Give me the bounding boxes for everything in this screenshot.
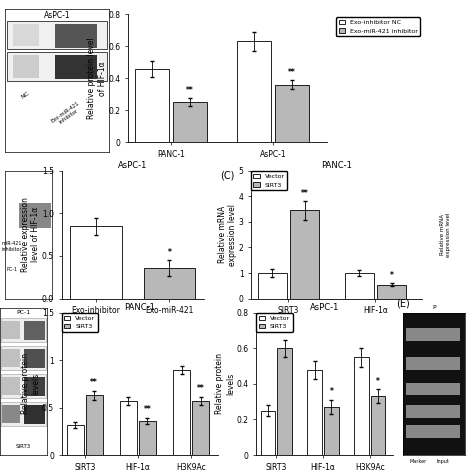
Bar bbox=[290, 210, 319, 299]
Text: PC-1: PC-1 bbox=[6, 266, 18, 272]
Bar bbox=[307, 370, 322, 455]
Bar bbox=[192, 401, 209, 455]
Bar bbox=[173, 102, 207, 142]
Text: miR-421
inhibitor: miR-421 inhibitor bbox=[1, 241, 22, 252]
Bar bbox=[139, 421, 156, 455]
Text: (C): (C) bbox=[220, 171, 235, 181]
Legend: Vector, SIRT3: Vector, SIRT3 bbox=[62, 313, 98, 332]
Bar bbox=[1, 374, 46, 398]
Bar bbox=[2, 349, 20, 367]
Text: PC-1: PC-1 bbox=[17, 310, 31, 315]
Text: Marker: Marker bbox=[410, 459, 427, 465]
Bar bbox=[1, 319, 46, 342]
Legend: Vector, SIRT3: Vector, SIRT3 bbox=[251, 171, 287, 190]
Bar bbox=[1, 346, 46, 370]
Y-axis label: Relative expression
level of HIF-1α: Relative expression level of HIF-1α bbox=[21, 197, 40, 272]
Bar bbox=[144, 268, 195, 299]
Title: PANC-1: PANC-1 bbox=[124, 303, 155, 312]
Y-axis label: Relative protein level
of HIF-1α: Relative protein level of HIF-1α bbox=[87, 37, 107, 119]
Bar bbox=[406, 357, 460, 370]
Text: NC: NC bbox=[20, 91, 31, 100]
Text: *: * bbox=[376, 377, 380, 386]
Bar bbox=[377, 284, 406, 299]
Bar bbox=[324, 407, 339, 455]
Text: SIRT3: SIRT3 bbox=[16, 444, 31, 449]
Legend: Exo-inhibitor NC, Exo-miR-421 inhibitor: Exo-inhibitor NC, Exo-miR-421 inhibitor bbox=[336, 18, 420, 36]
Bar bbox=[24, 349, 45, 368]
Bar bbox=[86, 395, 103, 455]
Bar bbox=[371, 396, 385, 455]
Text: **: ** bbox=[288, 68, 296, 77]
Bar bbox=[345, 273, 374, 299]
Bar bbox=[55, 55, 97, 79]
Legend: Vector, SIRT3: Vector, SIRT3 bbox=[256, 313, 293, 332]
Bar bbox=[2, 405, 20, 423]
Y-axis label: Relative protein
levels: Relative protein levels bbox=[21, 354, 40, 414]
Text: **: ** bbox=[91, 378, 98, 387]
Text: *: * bbox=[167, 248, 172, 257]
Text: **: ** bbox=[144, 405, 151, 414]
Bar bbox=[136, 69, 169, 142]
Bar bbox=[406, 425, 460, 438]
Bar bbox=[2, 377, 20, 395]
Bar bbox=[13, 55, 39, 78]
Y-axis label: Relative mRNA
expression level: Relative mRNA expression level bbox=[218, 204, 237, 265]
Text: **: ** bbox=[197, 384, 204, 393]
Bar bbox=[261, 410, 275, 455]
Bar bbox=[19, 203, 51, 228]
Text: AsPC-1: AsPC-1 bbox=[44, 11, 70, 20]
Bar bbox=[277, 348, 292, 455]
Bar bbox=[406, 328, 460, 341]
Bar bbox=[1, 402, 46, 426]
Title: AsPC-1: AsPC-1 bbox=[310, 303, 339, 312]
Title: AsPC-1: AsPC-1 bbox=[118, 161, 147, 170]
Bar bbox=[354, 357, 369, 455]
Bar bbox=[24, 321, 45, 340]
Bar bbox=[55, 24, 97, 48]
Text: *: * bbox=[390, 271, 393, 280]
Bar bbox=[7, 21, 107, 49]
Bar bbox=[7, 52, 107, 81]
Bar bbox=[67, 425, 83, 455]
Bar bbox=[120, 401, 137, 455]
Bar bbox=[173, 370, 190, 455]
Bar bbox=[406, 383, 460, 395]
Text: **: ** bbox=[301, 189, 309, 198]
Y-axis label: Relative protein
levels: Relative protein levels bbox=[215, 354, 235, 414]
Bar bbox=[237, 41, 271, 142]
Text: *: * bbox=[329, 387, 333, 396]
Text: (E): (E) bbox=[396, 299, 410, 309]
Title: PANC-1: PANC-1 bbox=[321, 161, 352, 170]
Text: Relative mRNA
expression level: Relative mRNA expression level bbox=[440, 212, 451, 257]
Bar bbox=[24, 377, 45, 396]
Bar bbox=[70, 226, 122, 299]
Text: **: ** bbox=[186, 86, 194, 95]
Bar bbox=[2, 321, 20, 339]
Bar bbox=[24, 405, 45, 424]
Text: P: P bbox=[432, 305, 436, 310]
Bar bbox=[406, 405, 460, 418]
Text: Exo-miR-421
inhibitor: Exo-miR-421 inhibitor bbox=[51, 100, 84, 128]
Text: Input: Input bbox=[437, 459, 449, 465]
Text: **: ** bbox=[281, 327, 289, 336]
Bar bbox=[13, 24, 39, 46]
Bar bbox=[275, 85, 309, 142]
Bar bbox=[257, 273, 287, 299]
